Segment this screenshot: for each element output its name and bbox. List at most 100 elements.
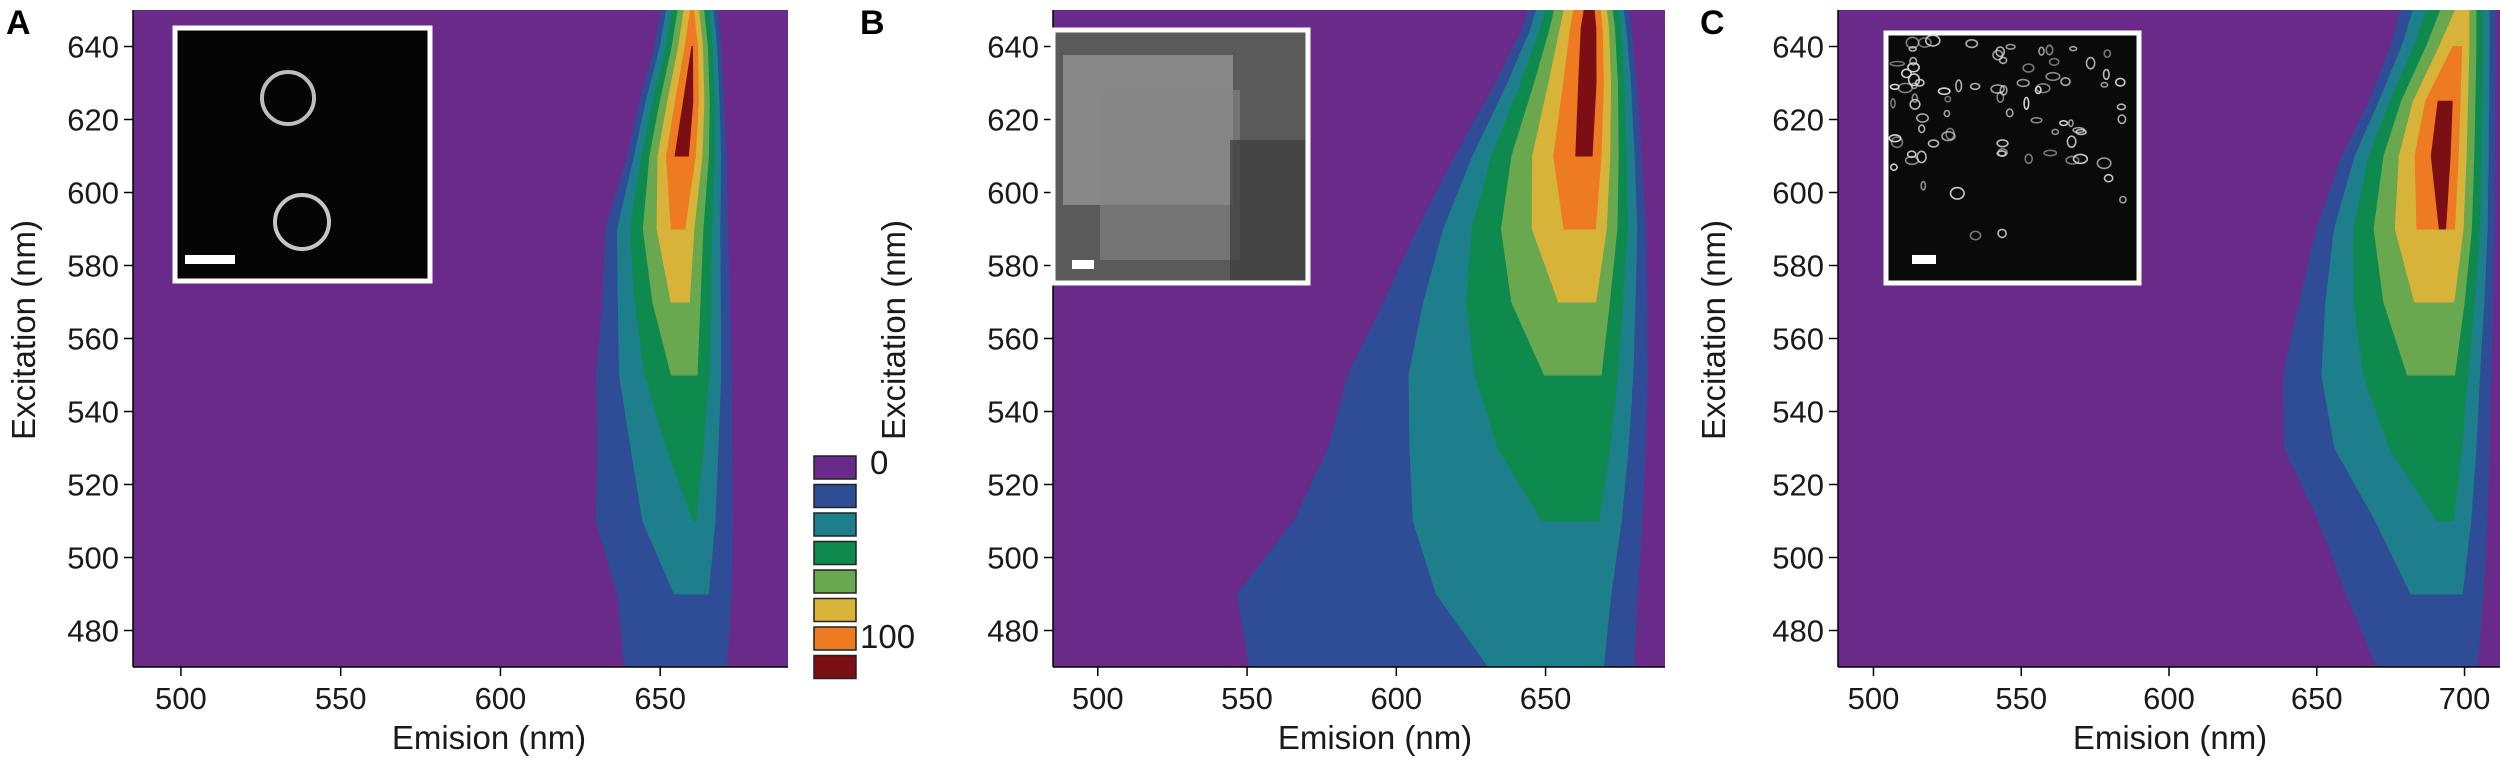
cell-speckle xyxy=(2100,81,2109,88)
y-tick-label: 580 xyxy=(67,249,119,284)
cell-speckle xyxy=(1927,139,1940,148)
y-tick-label: 500 xyxy=(67,541,119,576)
cell-speckle xyxy=(2102,68,2110,80)
panel-c-ticks: 500 550 600 650 700 480 500 520 540 560 580 600 620 6… xyxy=(1772,30,2490,717)
y-tick-label: 520 xyxy=(987,468,1039,503)
cell-speckle xyxy=(2067,119,2074,128)
cell-speckle xyxy=(1909,56,1918,66)
panel-a: A 500 550 600 650 480 500 520 540 560 580 600 620 64… xyxy=(5,4,788,756)
tissue-mid-region xyxy=(1100,90,1240,260)
cell-speckle xyxy=(1901,68,1913,79)
legend-swatch-7 xyxy=(813,654,857,680)
cell-speckle xyxy=(2043,149,2058,157)
panel-a-heatmap xyxy=(595,10,733,667)
y-tick-label: 560 xyxy=(1772,322,1824,357)
y-tick-label: 540 xyxy=(1772,395,1824,430)
panel-a-letter: A xyxy=(6,4,31,42)
cell-speckle xyxy=(1945,127,1955,141)
cell-speckle xyxy=(1969,230,1982,241)
x-tick-label: 500 xyxy=(1848,681,1900,716)
y-tick-label: 580 xyxy=(1772,249,1824,284)
x-tick-label: 500 xyxy=(1072,681,1124,716)
y-tick-label: 620 xyxy=(1772,103,1824,138)
y-tick-label: 560 xyxy=(987,322,1039,357)
legend-swatch-4 xyxy=(813,569,857,594)
cell-speckle xyxy=(2118,195,2127,204)
panel-c: C 500 550 600 650 700 480 500 520 540 560 580 600 62… xyxy=(1695,4,2500,756)
cell-speckle xyxy=(1941,131,1956,142)
cell-speckle xyxy=(1890,98,1896,109)
cell-speckle xyxy=(1889,163,1898,171)
cell-speckle xyxy=(2023,96,2030,110)
legend-swatch-2 xyxy=(813,512,857,537)
legend-swatch-0 xyxy=(813,455,857,480)
contour-band-7 xyxy=(1575,10,1597,157)
panel-a-inset xyxy=(172,25,433,284)
x-tick-label: 700 xyxy=(2439,681,2491,716)
x-tick-label: 600 xyxy=(475,681,527,716)
legend-swatch-3 xyxy=(813,540,857,566)
cell-speckle xyxy=(2116,103,2127,111)
cell-speckle xyxy=(2030,117,2043,124)
panel-b: B 500 550 600 650 480 500 520 540 560 580 600 620 64… xyxy=(860,4,1665,756)
x-tick-label: 550 xyxy=(1221,681,1273,716)
y-tick-label: 640 xyxy=(987,30,1039,65)
cell-speckle xyxy=(1889,60,1906,67)
panel-b-heatmap xyxy=(1236,10,1648,667)
panel-a-inset-frame xyxy=(172,25,433,284)
panel-c-scale-bar xyxy=(1912,255,1936,264)
cell-speckle xyxy=(2103,173,2114,183)
cell-speckle xyxy=(2024,153,2033,165)
cell-speckle xyxy=(1995,46,2006,58)
cell-speckle xyxy=(2096,157,2112,170)
y-tick-label: 480 xyxy=(67,614,119,649)
panel-c-x-axis-title: Emision (nm) xyxy=(2073,719,2267,756)
cell-speckle xyxy=(1997,228,2007,239)
cell-speckle xyxy=(1996,139,2009,148)
cell-speckle xyxy=(1944,95,1952,103)
legend-swatch-6 xyxy=(813,626,857,651)
cell-speckle xyxy=(1917,124,1926,134)
panel-a-ticks: 500 550 600 650 480 500 520 540 560 580 600 620 640 xyxy=(67,30,686,717)
panel-c-letter: C xyxy=(1700,4,1725,42)
cell-speckle xyxy=(2022,63,2035,73)
legend-swatch-5 xyxy=(813,597,857,623)
x-tick-label: 550 xyxy=(1995,681,2047,716)
panel-a-y-axis-title: Excitation (nm) xyxy=(5,220,42,440)
x-tick-label: 600 xyxy=(1370,681,1422,716)
cell-speckle xyxy=(2066,135,2077,148)
x-tick-label: 650 xyxy=(634,681,686,716)
panel-c-inset-frame xyxy=(1883,30,2142,286)
cell-speckle xyxy=(2016,78,2030,88)
cell-speckle xyxy=(2060,76,2071,87)
panel-b-inset xyxy=(1050,27,1311,286)
cell-speckle xyxy=(2072,126,2086,134)
cell-speckle xyxy=(2045,44,2054,56)
cell-speckle xyxy=(2059,119,2069,127)
panel-a-scale-bar xyxy=(185,255,235,264)
y-tick-label: 540 xyxy=(67,395,119,430)
y-tick-label: 620 xyxy=(987,103,1039,138)
cell-speckle xyxy=(1914,78,1925,87)
y-tick-label: 520 xyxy=(1772,468,1824,503)
cell-speckle xyxy=(1999,85,2008,96)
x-tick-label: 650 xyxy=(2291,681,2343,716)
cell-speckle xyxy=(1937,87,1951,96)
cell-speckle xyxy=(1943,109,1951,118)
cell-speckle xyxy=(2038,46,2045,56)
cell-speckle xyxy=(2115,77,2126,87)
legend-min-label: 0 xyxy=(870,444,888,481)
x-tick-label: 600 xyxy=(2143,681,2195,716)
y-tick-label: 520 xyxy=(67,468,119,503)
cell-speckle xyxy=(1969,82,1981,91)
cell-speckle xyxy=(1906,150,1917,159)
cell-speckle xyxy=(1916,113,1930,123)
cell-speckle xyxy=(1998,56,2008,65)
legend-max-label: 100 xyxy=(860,618,915,655)
color-scale-legend: 0 100 xyxy=(813,444,915,680)
y-tick-label: 480 xyxy=(987,614,1039,649)
panel-c-inset xyxy=(1883,30,2142,286)
panel-b-letter: B xyxy=(860,4,885,42)
cell-speckle xyxy=(1990,84,2005,94)
